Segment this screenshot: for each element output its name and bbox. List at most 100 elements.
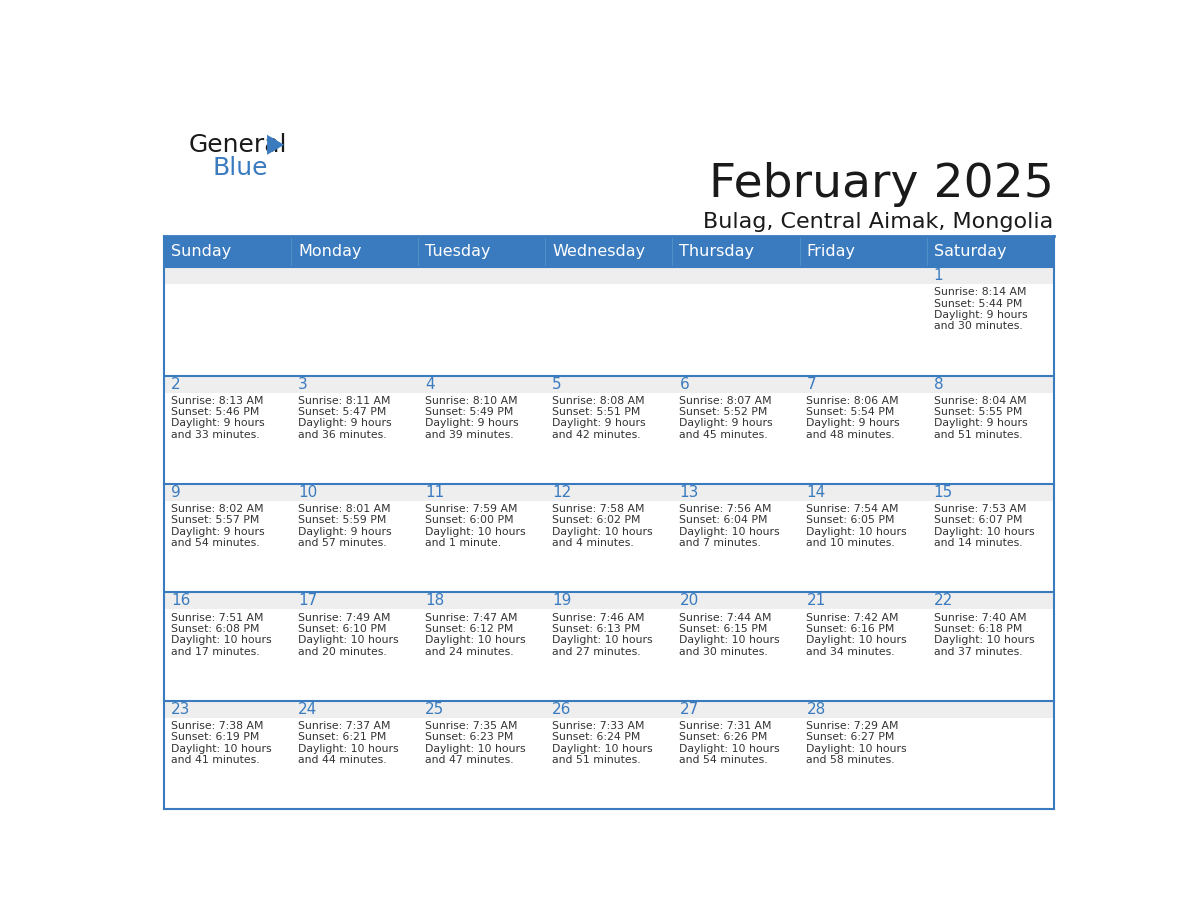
Text: and 39 minutes.: and 39 minutes. [425, 430, 513, 440]
Text: Sunday: Sunday [171, 244, 232, 260]
Text: and 48 minutes.: and 48 minutes. [807, 430, 895, 440]
Text: 5: 5 [552, 376, 562, 392]
Bar [164, 592, 1054, 701]
Text: Sunset: 6:04 PM: Sunset: 6:04 PM [680, 516, 767, 525]
Text: Sunset: 6:16 PM: Sunset: 6:16 PM [807, 624, 895, 634]
Text: 9: 9 [171, 485, 181, 500]
Bar [164, 267, 1054, 285]
Text: Sunrise: 7:58 AM: Sunrise: 7:58 AM [552, 504, 645, 514]
Text: 22: 22 [934, 593, 953, 609]
Text: Bulag, Central Aimak, Mongolia: Bulag, Central Aimak, Mongolia [703, 212, 1054, 232]
Text: and 58 minutes.: and 58 minutes. [807, 756, 895, 765]
Text: Daylight: 10 hours: Daylight: 10 hours [298, 744, 399, 754]
Text: and 42 minutes.: and 42 minutes. [552, 430, 640, 440]
Text: Sunrise: 8:06 AM: Sunrise: 8:06 AM [807, 396, 899, 406]
Text: 15: 15 [934, 485, 953, 500]
Text: Sunrise: 8:08 AM: Sunrise: 8:08 AM [552, 396, 645, 406]
Text: General: General [189, 133, 287, 157]
Text: Sunset: 6:13 PM: Sunset: 6:13 PM [552, 624, 640, 634]
Text: and 17 minutes.: and 17 minutes. [171, 646, 260, 656]
Text: Tuesday: Tuesday [425, 244, 491, 260]
Text: Daylight: 10 hours: Daylight: 10 hours [298, 635, 399, 645]
Text: 10: 10 [298, 485, 317, 500]
Text: Daylight: 9 hours: Daylight: 9 hours [298, 527, 392, 537]
Text: and 27 minutes.: and 27 minutes. [552, 646, 640, 656]
Text: 2: 2 [171, 376, 181, 392]
Text: Thursday: Thursday [680, 244, 754, 260]
Text: 16: 16 [171, 593, 190, 609]
Text: and 54 minutes.: and 54 minutes. [171, 538, 260, 548]
Text: Sunset: 5:51 PM: Sunset: 5:51 PM [552, 407, 640, 417]
Text: Sunrise: 8:11 AM: Sunrise: 8:11 AM [298, 396, 391, 406]
Text: February 2025: February 2025 [709, 162, 1054, 207]
Text: 14: 14 [807, 485, 826, 500]
Text: Sunset: 5:55 PM: Sunset: 5:55 PM [934, 407, 1022, 417]
Text: Sunset: 6:15 PM: Sunset: 6:15 PM [680, 624, 767, 634]
Text: Sunrise: 7:53 AM: Sunrise: 7:53 AM [934, 504, 1026, 514]
Text: Sunrise: 8:01 AM: Sunrise: 8:01 AM [298, 504, 391, 514]
Text: Daylight: 10 hours: Daylight: 10 hours [425, 635, 526, 645]
Text: 8: 8 [934, 376, 943, 392]
Text: Daylight: 9 hours: Daylight: 9 hours [298, 419, 392, 429]
Text: 13: 13 [680, 485, 699, 500]
Text: Daylight: 9 hours: Daylight: 9 hours [171, 527, 265, 537]
Text: and 30 minutes.: and 30 minutes. [934, 321, 1023, 331]
Text: Sunrise: 8:07 AM: Sunrise: 8:07 AM [680, 396, 772, 406]
Text: Sunset: 5:46 PM: Sunset: 5:46 PM [171, 407, 259, 417]
Text: 20: 20 [680, 593, 699, 609]
Text: 28: 28 [807, 702, 826, 717]
Text: Sunset: 5:59 PM: Sunset: 5:59 PM [298, 516, 386, 525]
Text: and 51 minutes.: and 51 minutes. [552, 756, 640, 765]
Text: Daylight: 10 hours: Daylight: 10 hours [807, 635, 908, 645]
Text: Sunset: 5:49 PM: Sunset: 5:49 PM [425, 407, 513, 417]
Text: Sunset: 6:00 PM: Sunset: 6:00 PM [425, 516, 513, 525]
Text: Sunrise: 7:44 AM: Sunrise: 7:44 AM [680, 612, 772, 622]
Text: Saturday: Saturday [934, 244, 1006, 260]
Text: Sunset: 6:19 PM: Sunset: 6:19 PM [171, 733, 259, 743]
Text: Daylight: 10 hours: Daylight: 10 hours [934, 527, 1035, 537]
Text: Daylight: 10 hours: Daylight: 10 hours [171, 744, 272, 754]
Text: Daylight: 10 hours: Daylight: 10 hours [171, 635, 272, 645]
Bar [164, 237, 1054, 267]
Bar [164, 375, 1054, 484]
Text: Sunrise: 7:31 AM: Sunrise: 7:31 AM [680, 721, 772, 731]
Text: Daylight: 10 hours: Daylight: 10 hours [552, 744, 653, 754]
Text: Sunset: 6:05 PM: Sunset: 6:05 PM [807, 516, 895, 525]
Text: and 51 minutes.: and 51 minutes. [934, 430, 1022, 440]
Text: and 36 minutes.: and 36 minutes. [298, 430, 387, 440]
Text: Sunset: 6:10 PM: Sunset: 6:10 PM [298, 624, 386, 634]
Text: Sunset: 6:26 PM: Sunset: 6:26 PM [680, 733, 767, 743]
Text: Blue: Blue [211, 156, 267, 180]
Text: Daylight: 9 hours: Daylight: 9 hours [552, 419, 646, 429]
Text: 23: 23 [171, 702, 190, 717]
Text: Sunrise: 7:46 AM: Sunrise: 7:46 AM [552, 612, 645, 622]
Text: Sunrise: 7:56 AM: Sunrise: 7:56 AM [680, 504, 772, 514]
Text: Sunset: 6:02 PM: Sunset: 6:02 PM [552, 516, 640, 525]
Text: Daylight: 10 hours: Daylight: 10 hours [807, 744, 908, 754]
Text: Daylight: 10 hours: Daylight: 10 hours [680, 527, 781, 537]
Text: and 1 minute.: and 1 minute. [425, 538, 501, 548]
Bar [164, 375, 1054, 393]
Text: Sunrise: 7:59 AM: Sunrise: 7:59 AM [425, 504, 518, 514]
Text: Sunrise: 7:38 AM: Sunrise: 7:38 AM [171, 721, 264, 731]
Text: Daylight: 10 hours: Daylight: 10 hours [425, 527, 526, 537]
Text: Daylight: 9 hours: Daylight: 9 hours [680, 419, 773, 429]
Text: Daylight: 9 hours: Daylight: 9 hours [934, 310, 1028, 320]
Text: and 7 minutes.: and 7 minutes. [680, 538, 762, 548]
Text: Friday: Friday [807, 244, 855, 260]
Text: 18: 18 [425, 593, 444, 609]
Bar [164, 484, 1054, 592]
Text: Sunset: 6:12 PM: Sunset: 6:12 PM [425, 624, 513, 634]
Text: 27: 27 [680, 702, 699, 717]
Text: 7: 7 [807, 376, 816, 392]
Bar [164, 701, 1054, 810]
Text: 11: 11 [425, 485, 444, 500]
Text: Daylight: 10 hours: Daylight: 10 hours [934, 635, 1035, 645]
Text: Daylight: 9 hours: Daylight: 9 hours [934, 419, 1028, 429]
Text: 1: 1 [934, 268, 943, 284]
Text: Sunrise: 8:10 AM: Sunrise: 8:10 AM [425, 396, 518, 406]
Text: Sunrise: 7:49 AM: Sunrise: 7:49 AM [298, 612, 391, 622]
Bar [164, 592, 1054, 610]
Text: Sunrise: 8:04 AM: Sunrise: 8:04 AM [934, 396, 1026, 406]
Text: Sunset: 5:54 PM: Sunset: 5:54 PM [807, 407, 895, 417]
